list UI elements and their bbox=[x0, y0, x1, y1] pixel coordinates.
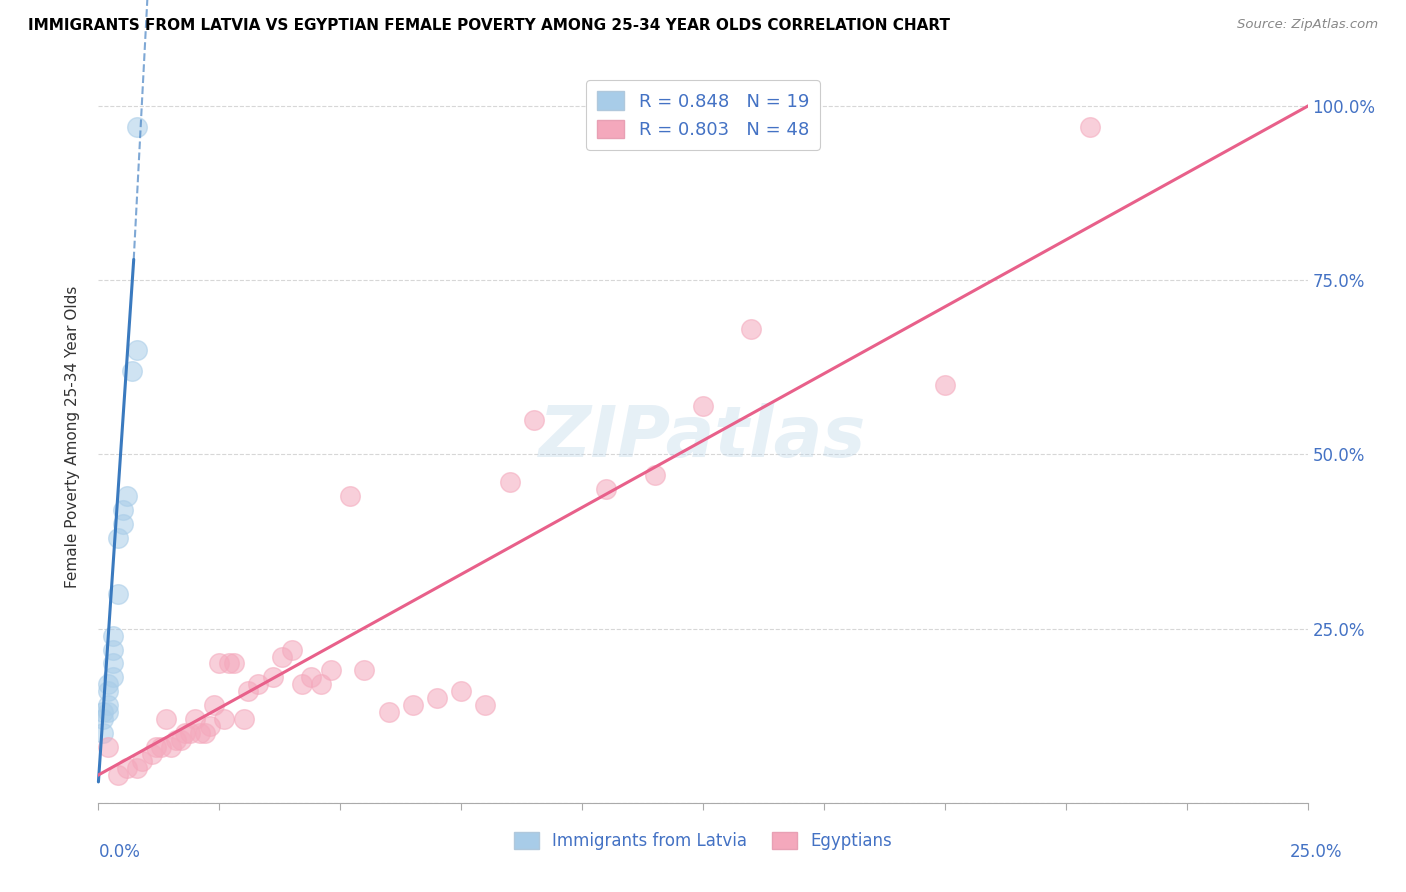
Point bbox=[155, 712, 177, 726]
Point bbox=[165, 733, 187, 747]
Point bbox=[91, 712, 114, 726]
Point bbox=[377, 705, 399, 719]
Point bbox=[692, 399, 714, 413]
Point bbox=[97, 740, 120, 755]
Point bbox=[934, 377, 956, 392]
Point bbox=[218, 657, 240, 671]
Point bbox=[353, 664, 375, 678]
Point bbox=[238, 684, 260, 698]
Point bbox=[174, 726, 197, 740]
Point bbox=[97, 684, 120, 698]
Point bbox=[281, 642, 304, 657]
Point bbox=[523, 412, 546, 426]
Point bbox=[150, 740, 173, 755]
Point bbox=[1078, 120, 1101, 134]
Point bbox=[117, 761, 139, 775]
Text: 0.0%: 0.0% bbox=[98, 843, 141, 861]
Point bbox=[91, 705, 114, 719]
Point bbox=[101, 670, 124, 684]
Point bbox=[232, 712, 254, 726]
Y-axis label: Female Poverty Among 25-34 Year Olds: Female Poverty Among 25-34 Year Olds bbox=[65, 286, 80, 588]
Point bbox=[179, 726, 201, 740]
Point bbox=[169, 733, 191, 747]
Point bbox=[127, 761, 149, 775]
Point bbox=[97, 705, 120, 719]
Point bbox=[204, 698, 226, 713]
Text: IMMIGRANTS FROM LATVIA VS EGYPTIAN FEMALE POVERTY AMONG 25-34 YEAR OLDS CORRELAT: IMMIGRANTS FROM LATVIA VS EGYPTIAN FEMAL… bbox=[28, 18, 950, 33]
Point bbox=[247, 677, 270, 691]
Point bbox=[131, 754, 153, 768]
Point bbox=[299, 670, 322, 684]
Point bbox=[101, 642, 124, 657]
Point bbox=[121, 364, 143, 378]
Point bbox=[208, 657, 231, 671]
Point bbox=[141, 747, 163, 761]
Point bbox=[426, 691, 449, 706]
Point bbox=[97, 698, 120, 713]
Point bbox=[101, 657, 124, 671]
Point bbox=[740, 322, 762, 336]
Point bbox=[212, 712, 235, 726]
Text: 25.0%: 25.0% bbox=[1291, 843, 1343, 861]
Point bbox=[194, 726, 217, 740]
Point bbox=[271, 649, 294, 664]
Point bbox=[644, 468, 666, 483]
Point bbox=[339, 489, 361, 503]
Point bbox=[97, 677, 120, 691]
Point bbox=[111, 503, 134, 517]
Point bbox=[117, 489, 139, 503]
Point bbox=[107, 587, 129, 601]
Point bbox=[450, 684, 472, 698]
Point bbox=[595, 483, 617, 497]
Point bbox=[127, 343, 149, 357]
Point bbox=[101, 629, 124, 643]
Point bbox=[498, 475, 520, 490]
Legend: Immigrants from Latvia, Egyptians: Immigrants from Latvia, Egyptians bbox=[508, 825, 898, 856]
Text: Source: ZipAtlas.com: Source: ZipAtlas.com bbox=[1237, 18, 1378, 31]
Point bbox=[145, 740, 167, 755]
Point bbox=[160, 740, 183, 755]
Point bbox=[111, 517, 134, 532]
Point bbox=[107, 531, 129, 545]
Point bbox=[290, 677, 312, 691]
Point bbox=[107, 768, 129, 782]
Point bbox=[198, 719, 221, 733]
Point bbox=[188, 726, 211, 740]
Point bbox=[474, 698, 496, 713]
Point bbox=[91, 726, 114, 740]
Point bbox=[127, 120, 149, 134]
Point bbox=[309, 677, 332, 691]
Point bbox=[402, 698, 425, 713]
Point bbox=[222, 657, 245, 671]
Text: ZIPatlas: ZIPatlas bbox=[540, 402, 866, 472]
Point bbox=[184, 712, 207, 726]
Point bbox=[262, 670, 284, 684]
Point bbox=[319, 664, 342, 678]
